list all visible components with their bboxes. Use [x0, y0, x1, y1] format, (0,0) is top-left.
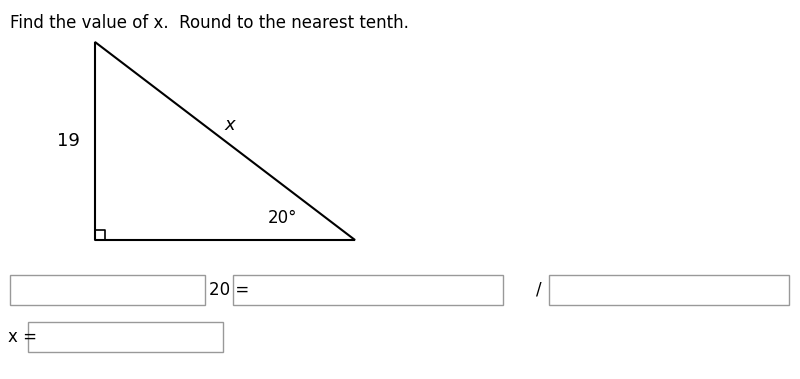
- Text: 20 =: 20 =: [209, 281, 250, 299]
- Text: /: /: [536, 281, 542, 299]
- Text: 19: 19: [57, 132, 79, 150]
- Text: x: x: [225, 116, 235, 134]
- Text: Find the value of x.  Round to the nearest tenth.: Find the value of x. Round to the neares…: [10, 14, 409, 32]
- Bar: [233, 275, 503, 305]
- Bar: [10, 275, 205, 305]
- Text: 20°: 20°: [268, 209, 298, 227]
- Bar: [28, 322, 223, 352]
- Text: x =: x =: [8, 328, 37, 346]
- Bar: [549, 275, 789, 305]
